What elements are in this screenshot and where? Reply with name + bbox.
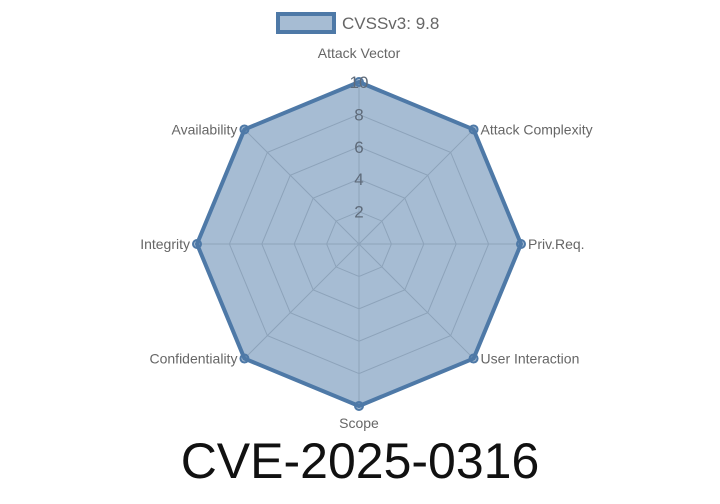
tick-labels: 2 4 6 8 10 (350, 73, 369, 222)
data-point[interactable] (516, 239, 526, 249)
tick-label: 8 (354, 105, 363, 124)
category-label: Confidentiality (150, 351, 238, 367)
category-label: Attack Vector (318, 45, 401, 61)
tick-label: 6 (354, 138, 363, 157)
legend[interactable]: CVSSv3: 9.8 (276, 12, 439, 34)
category-label: Scope (339, 415, 379, 431)
data-point[interactable] (468, 353, 479, 364)
tick-label: 10 (350, 73, 369, 92)
series-layer (192, 77, 526, 411)
category-label: Integrity (140, 236, 190, 252)
data-point[interactable] (354, 401, 364, 411)
category-label: Priv.Req. (528, 236, 585, 252)
tick-label: 2 (354, 203, 363, 222)
data-point[interactable] (239, 124, 250, 135)
legend-label: CVSSv3: 9.8 (342, 14, 439, 33)
category-label: Availability (172, 121, 238, 137)
tick-label: 4 (354, 170, 363, 189)
chart-title: CVE-2025-0316 (180, 433, 540, 489)
category-label: User Interaction (481, 351, 580, 367)
data-point[interactable] (354, 77, 364, 87)
category-label: Attack Complexity (481, 121, 593, 137)
data-point[interactable] (192, 239, 202, 249)
legend-swatch (276, 12, 336, 34)
category-labels: Attack Vector Attack Complexity Priv.Req. U… (140, 45, 592, 431)
data-point[interactable] (239, 353, 250, 364)
data-point[interactable] (468, 124, 479, 135)
